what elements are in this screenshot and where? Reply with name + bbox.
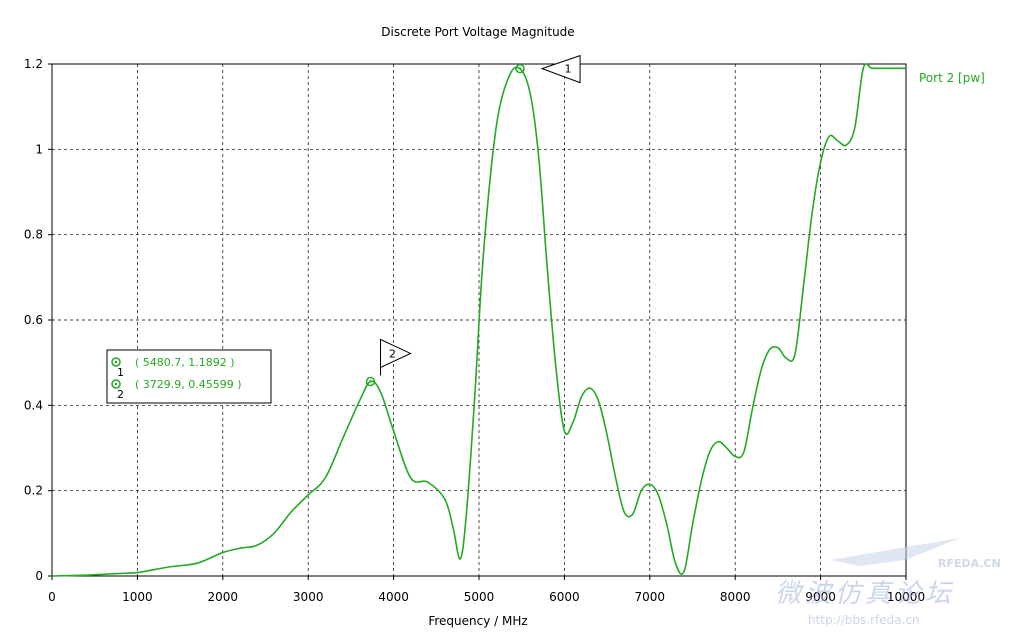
- y-tick-label: 0.6: [24, 313, 43, 327]
- marker-2-flag-label: 2: [389, 347, 396, 360]
- x-tick-label: 5000: [464, 590, 495, 604]
- markers: 12: [365, 54, 581, 387]
- marker-info-box: 1 ( 5480.7, 1.1892 ) 2 ( 3729.9, 0.45599…: [106, 349, 272, 404]
- marker-2-icon: [111, 379, 121, 389]
- x-tick-label: 8000: [720, 590, 751, 604]
- marker-2-dot: [369, 380, 372, 383]
- y-tick-label: 0: [35, 569, 43, 583]
- marker-1-flag-label: 1: [565, 63, 572, 76]
- watermark-domain: RFEDA.CN: [938, 557, 1001, 570]
- series-group: [51, 63, 907, 577]
- marker-1-readout: ( 5480.7, 1.1892 ): [135, 356, 235, 369]
- series-line: [51, 63, 907, 577]
- x-tick-label: 7000: [635, 590, 666, 604]
- marker-1-dot: [518, 67, 522, 70]
- marker-2-flag: [380, 338, 412, 369]
- watermark-title: 微波仿真论坛: [775, 579, 955, 609]
- x-tick-label: 10000: [887, 590, 925, 604]
- x-tick-label: 6000: [549, 590, 580, 604]
- marker-1-point: [515, 63, 525, 74]
- y-tick-label: 1.2: [24, 57, 43, 71]
- x-tick-label: 1000: [122, 590, 153, 604]
- x-tick-label: 9000: [805, 590, 836, 604]
- x-tick-label: 3000: [293, 590, 324, 604]
- watermark-url: http://bbs.rfeda.cn: [808, 613, 920, 627]
- marker-2-point: [365, 376, 376, 387]
- y-tick-label: 0.4: [24, 398, 43, 412]
- chart-title: Discrete Port Voltage Magnitude: [381, 25, 574, 39]
- legend-entry: Port 2 [pw]: [919, 71, 985, 85]
- x-axis-label: Frequency / MHz: [428, 614, 527, 628]
- x-tick-label: 2000: [208, 590, 239, 604]
- marker-1-id: 1: [117, 366, 124, 379]
- axis-ticks: 0 1000 2000 3000 4000 5000 6000 7000 8000 9000 100…: [24, 57, 925, 604]
- marker-2-readout: ( 3729.9, 0.45599 ): [135, 378, 242, 391]
- y-tick-label: 1: [35, 142, 43, 156]
- wing-logo-icon: [830, 538, 960, 566]
- x-tick-label: 0: [48, 590, 56, 604]
- x-tick-label: 4000: [378, 590, 409, 604]
- watermark: RFEDA.CN 微波仿真论坛 http://bbs.rfeda.cn: [775, 538, 1001, 627]
- y-tick-label: 0.2: [24, 484, 43, 498]
- marker-1-icon: [111, 357, 121, 367]
- marker-2-id: 2: [117, 388, 124, 401]
- marker-1-flag: [540, 54, 581, 84]
- y-tick-label: 0.8: [24, 228, 43, 242]
